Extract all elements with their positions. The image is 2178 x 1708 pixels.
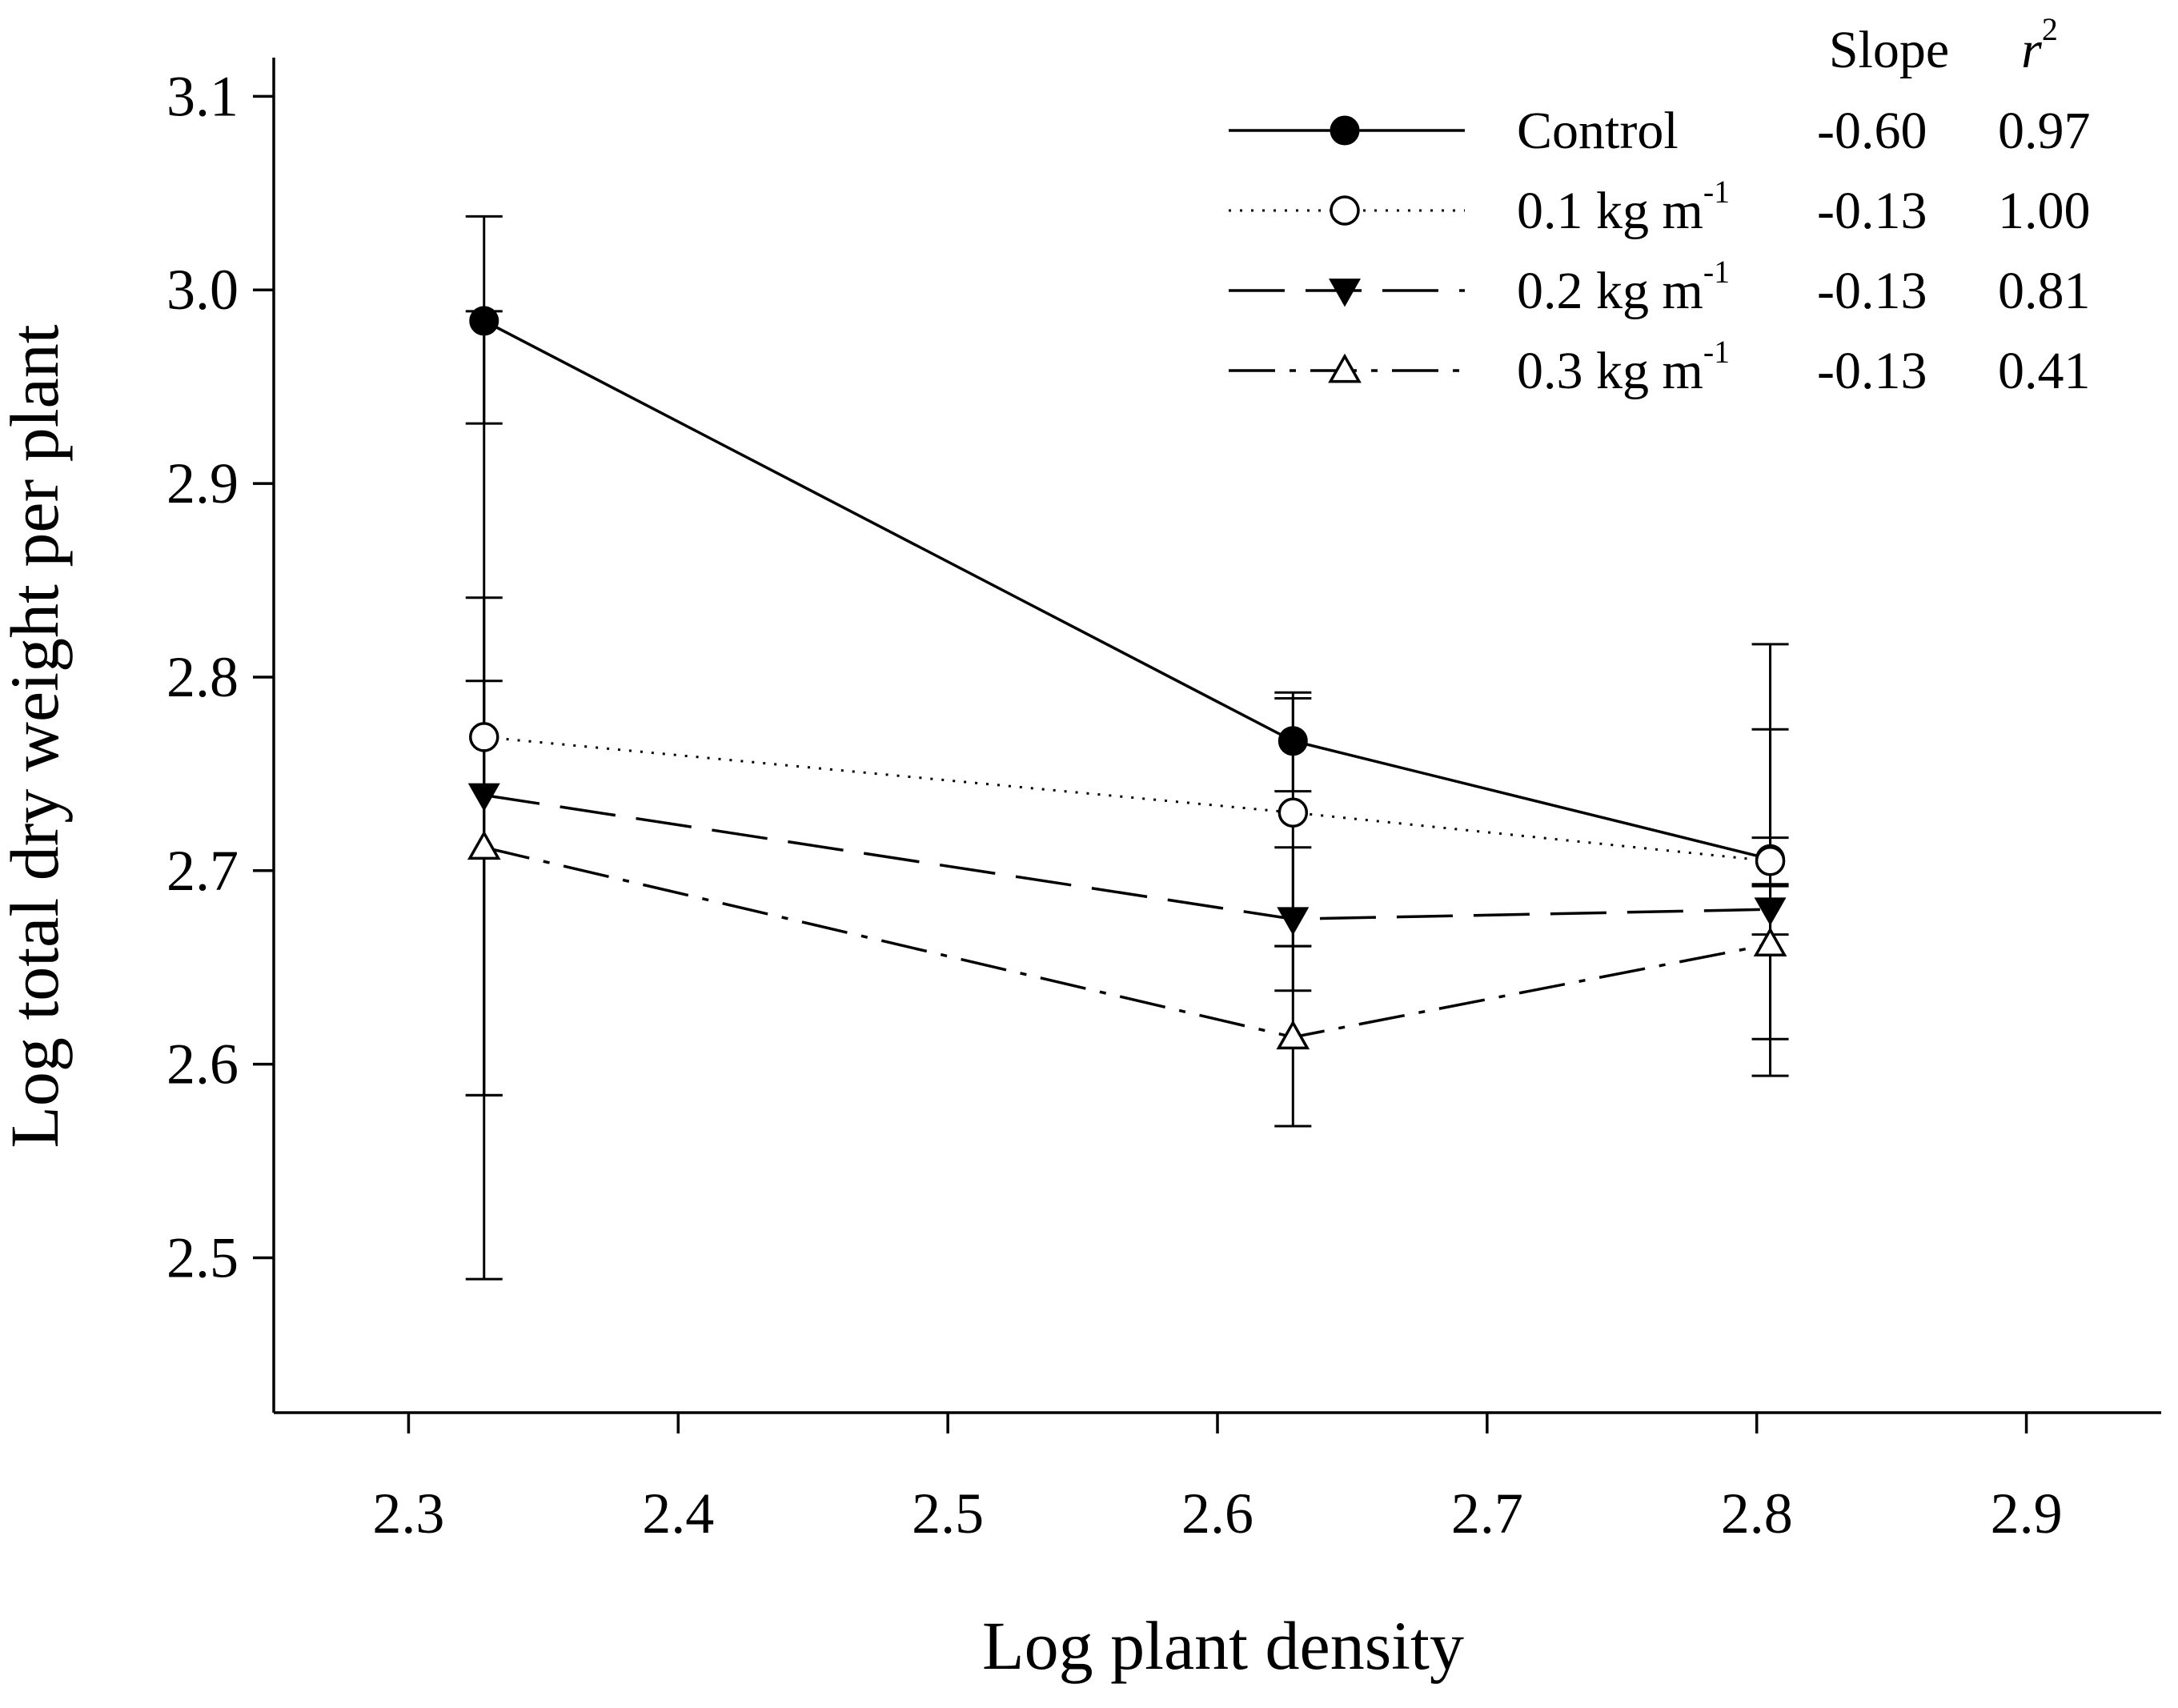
legend-slope-dose02: -0.13 bbox=[1817, 262, 1927, 320]
legend-r2-dose01: 1.00 bbox=[1998, 182, 2091, 240]
legend-r2-control: 0.97 bbox=[1998, 102, 2091, 160]
legend-marker-dose02 bbox=[1329, 279, 1361, 307]
y-tick-label: 2.6 bbox=[166, 1032, 239, 1097]
legend-entry-control: Control -0.60 0.97 bbox=[1229, 102, 2091, 160]
y-tick-label: 2.5 bbox=[166, 1226, 239, 1290]
legend-marker-dose01 bbox=[1330, 195, 1360, 226]
y-tick-label: 3.1 bbox=[166, 64, 239, 128]
x-tick-label: 2.5 bbox=[912, 1481, 984, 1546]
y-tick-label: 2.8 bbox=[166, 645, 239, 709]
x-tick-label: 2.8 bbox=[1721, 1481, 1793, 1546]
legend-slope-control: -0.60 bbox=[1817, 102, 1927, 160]
y-axis-title: Log total dry weight per plant bbox=[0, 324, 73, 1148]
x-tick-label: 2.4 bbox=[642, 1481, 714, 1546]
legend-entry-dose03: 0.3 kg m-1 -0.13 0.41 bbox=[1229, 334, 2091, 400]
legend-label-dose02: 0.2 kg m-1 bbox=[1517, 254, 1730, 320]
data-point-dose02 bbox=[1754, 897, 1787, 926]
legend-label-control: Control bbox=[1517, 102, 1679, 160]
x-tick-label: 2.6 bbox=[1181, 1481, 1253, 1546]
legend-header-slope: Slope bbox=[1829, 21, 1949, 79]
data-point-dose03 bbox=[1753, 927, 1787, 957]
y-tick-label: 2.7 bbox=[166, 839, 239, 903]
x-axis-title: Log plant density bbox=[982, 1607, 1464, 1684]
y-tick-label: 3.0 bbox=[166, 258, 239, 322]
series-line-dose01 bbox=[483, 736, 1771, 863]
series-line-dose03 bbox=[483, 846, 1771, 1039]
data-point-dose01 bbox=[1278, 797, 1309, 828]
series-line-control bbox=[483, 319, 1771, 860]
series-line-dose02 bbox=[483, 793, 1771, 921]
legend-marker-dose03 bbox=[1328, 353, 1362, 383]
legend-entry-dose02: 0.2 kg m-1 -0.13 0.81 bbox=[1229, 254, 2091, 320]
data-point-dose03 bbox=[1276, 1020, 1310, 1050]
data-point-control bbox=[469, 306, 499, 336]
data-point-control bbox=[1278, 726, 1308, 756]
legend-entry-dose01: 0.1 kg m-1 -0.13 1.00 bbox=[1229, 174, 2091, 240]
legend-slope-dose03: -0.13 bbox=[1817, 342, 1927, 400]
legend-slope-dose01: -0.13 bbox=[1817, 182, 1927, 240]
legend-r2-dose03: 0.41 bbox=[1998, 342, 2091, 400]
data-point-dose02 bbox=[467, 783, 500, 812]
data-point-dose02 bbox=[1277, 907, 1310, 936]
x-tick-label: 2.7 bbox=[1451, 1481, 1523, 1546]
x-tick-label: 2.9 bbox=[1991, 1481, 2063, 1546]
legend-r2-dose02: 0.81 bbox=[1998, 262, 2091, 320]
legend-header-r2: r2 bbox=[2021, 11, 2058, 79]
legend-label-dose03: 0.3 kg m-1 bbox=[1517, 334, 1730, 400]
data-point-dose01 bbox=[468, 722, 499, 752]
x-tick-label: 2.3 bbox=[372, 1481, 444, 1546]
legend-label-dose01: 0.1 kg m-1 bbox=[1517, 174, 1730, 240]
data-point-dose03 bbox=[467, 830, 501, 860]
legend-marker-control bbox=[1330, 115, 1360, 146]
y-tick-label: 2.9 bbox=[166, 451, 239, 515]
data-point-dose01 bbox=[1755, 845, 1786, 876]
